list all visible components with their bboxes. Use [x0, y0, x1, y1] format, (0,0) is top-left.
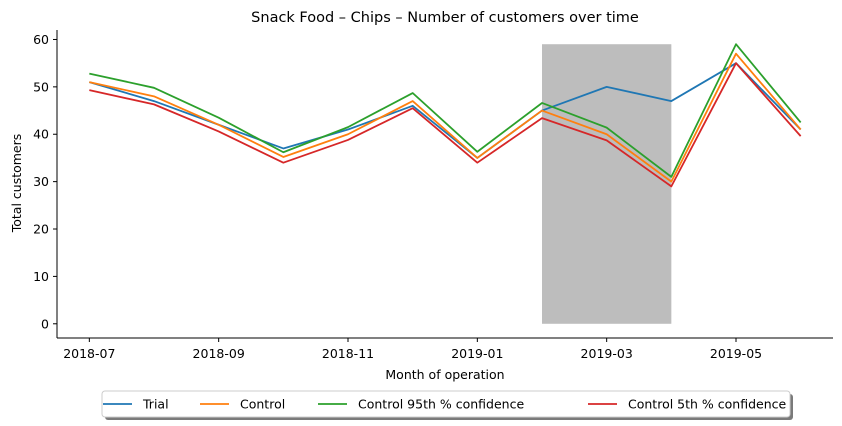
x-tick-label: 2018-11 [322, 346, 374, 361]
legend: Trial Control Control 95th % confidence Con… [101, 390, 793, 420]
x-tick-label: 2019-05 [710, 346, 762, 361]
series-line-3 [89, 62, 802, 188]
x-tick-label: 2018-07 [63, 346, 115, 361]
y-tick-label: 0 [41, 316, 49, 331]
legend-box [101, 390, 791, 418]
y-axis-label: Total customers [9, 134, 24, 234]
series-line-1 [89, 52, 802, 183]
x-tick-label: 2018-09 [193, 346, 245, 361]
y-tick-label: 60 [33, 32, 49, 47]
x-tick-label: 2019-01 [451, 346, 503, 361]
legend-label: Control [240, 397, 285, 412]
axes-layer: 0 10 20 30 40 50 60 2018-07 2018-09 2018-11 2019-0… [33, 30, 833, 361]
series-layer [89, 43, 802, 188]
legend-label: Control 95th % confidence [358, 397, 524, 412]
y-tick-label: 50 [33, 79, 49, 94]
series-line-2 [89, 43, 802, 178]
x-axis-label: Month of operation [385, 367, 504, 382]
shaded-region-layer [542, 44, 672, 324]
x-tick-label: 2019-03 [581, 346, 633, 361]
shaded-period-rect [542, 44, 672, 324]
chart-title: Snack Food – Chips – Number of customers… [251, 10, 639, 26]
y-tick-label: 30 [33, 174, 49, 189]
y-tick-label: 40 [33, 127, 49, 142]
y-tick-label: 20 [33, 222, 49, 237]
legend-label: Control 5th % confidence [628, 397, 786, 412]
y-tick-label: 10 [33, 269, 49, 284]
legend-label: Trial [142, 397, 169, 412]
